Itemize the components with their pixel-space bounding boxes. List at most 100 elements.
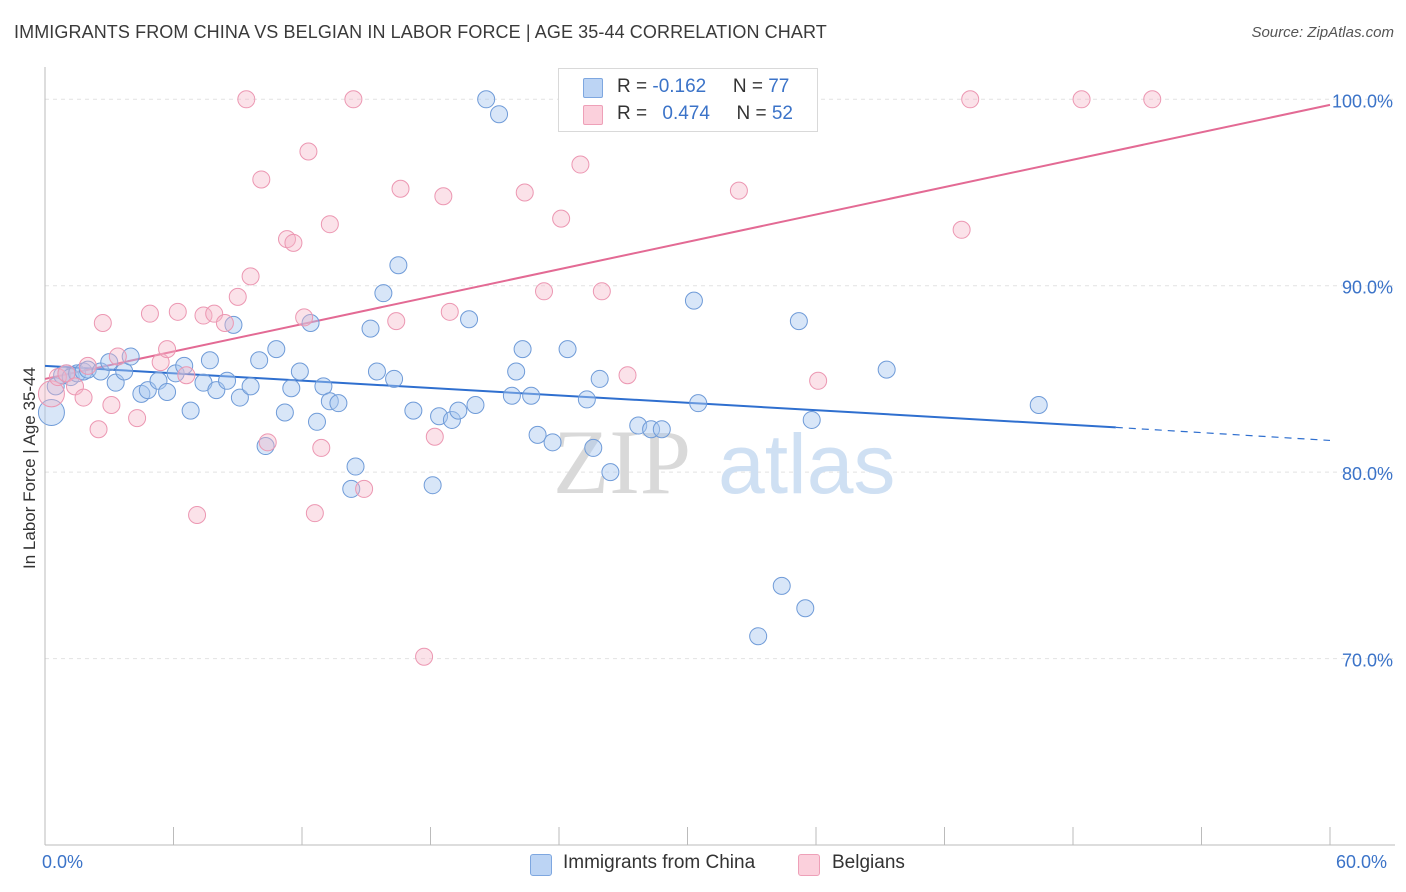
china-trend-line	[44, 364, 1116, 429]
chart-title: IMMIGRANTS FROM CHINA VS BELGIAN IN LABO…	[14, 22, 827, 42]
belgian-point	[102, 396, 121, 415]
china-point	[789, 312, 808, 331]
belgian-point	[158, 340, 177, 359]
y-tick-label: 100.0%	[1332, 91, 1393, 111]
china-point	[796, 599, 815, 618]
r-value-belgian: 0.474	[662, 103, 710, 124]
belgian-point	[151, 353, 170, 372]
watermark-atlas: atlas	[718, 417, 895, 511]
china-point	[100, 353, 119, 372]
belgian-point	[168, 302, 187, 321]
belgian-point	[48, 368, 67, 387]
china-point	[307, 412, 326, 431]
belgian-legend-swatch	[798, 854, 820, 876]
china-point	[590, 369, 609, 388]
n-value-belgian: 52	[771, 103, 793, 124]
belgian-point	[215, 314, 234, 332]
china-swatch	[583, 78, 603, 98]
belgian-swatch	[583, 105, 603, 125]
belgian-point	[961, 90, 980, 109]
china-point	[250, 351, 269, 370]
belgian-point	[284, 233, 303, 252]
china-point	[290, 362, 309, 381]
n-label: N =	[732, 76, 769, 97]
belgian-point	[295, 308, 314, 327]
china-point	[37, 398, 65, 426]
china-point	[385, 369, 404, 388]
china-point	[513, 340, 532, 359]
belgian-point	[592, 282, 611, 301]
y-tick-labels: 70.0% 80.0% 90.0% 100.0%	[1332, 91, 1393, 670]
belgian-point	[188, 506, 207, 525]
belgian-point	[241, 267, 260, 286]
china-point	[267, 340, 286, 359]
belgian-point	[237, 90, 256, 109]
belgian-point	[177, 366, 196, 385]
china-point	[68, 364, 87, 383]
y-tick-label: 70.0%	[1342, 651, 1393, 671]
china-legend-label: Immigrants from China	[563, 852, 756, 873]
belgian-point	[391, 179, 410, 198]
china-point	[772, 576, 791, 595]
belgian-point	[571, 155, 590, 174]
belgian-point	[93, 314, 112, 332]
china-point	[502, 386, 521, 405]
r-value-china: -0.162	[652, 76, 707, 97]
china-point	[241, 377, 260, 396]
china-point	[230, 388, 249, 407]
belgian-point	[228, 287, 247, 306]
series-legend: Immigrants from China Belgians	[0, 852, 1406, 878]
china-point	[275, 403, 294, 422]
belgian-point	[415, 647, 434, 666]
china-point	[477, 90, 496, 109]
trend-lines	[44, 103, 1331, 442]
y-tick-label: 80.0%	[1342, 464, 1393, 484]
x-tick-max: 60.0%	[1336, 852, 1388, 872]
belgian-point	[729, 181, 748, 200]
belgian-trend-line	[44, 103, 1331, 380]
china-point	[342, 479, 361, 498]
belgian-point	[305, 504, 324, 523]
china-point	[577, 390, 596, 409]
china-point	[652, 420, 671, 439]
belgian-point	[140, 304, 159, 323]
belgian-point	[258, 433, 277, 452]
china-point	[749, 627, 768, 646]
belgian-point	[108, 347, 127, 366]
belgian-point	[299, 142, 318, 161]
data-points	[37, 86, 1162, 666]
belgian-point	[952, 220, 971, 239]
watermark-zip: ZIP	[553, 411, 691, 513]
china-point	[367, 362, 386, 381]
china-point	[449, 401, 468, 420]
china-point	[115, 362, 134, 381]
china-point	[121, 347, 140, 366]
china-point	[528, 425, 547, 444]
china-point	[218, 371, 237, 390]
china-point	[584, 438, 603, 457]
source-label: Source: ZipAtlas.com	[1251, 24, 1394, 41]
china-point	[684, 291, 703, 310]
china-point	[558, 340, 577, 359]
x-tick-min: 0.0%	[42, 852, 84, 872]
belgian-point	[809, 371, 828, 390]
china-point	[466, 396, 485, 415]
belgian-point	[552, 209, 571, 228]
belgian-point	[312, 438, 331, 457]
china-point	[329, 394, 348, 413]
china-trend-extension	[1115, 426, 1331, 442]
n-label: N =	[736, 103, 772, 124]
y-tick-label: 90.0%	[1342, 278, 1393, 298]
china-point	[158, 382, 177, 401]
belgian-point	[515, 183, 534, 202]
belgian-point	[57, 364, 76, 383]
china-point	[346, 457, 365, 476]
belgian-point	[425, 427, 444, 446]
china-point	[442, 410, 461, 429]
belgian-point	[128, 409, 147, 428]
china-point	[374, 284, 393, 303]
correlation-legend: R = -0.162 N = 77 R = 0.474 N = 52	[558, 68, 818, 132]
belgian-point	[74, 388, 93, 407]
china-point	[404, 401, 423, 420]
